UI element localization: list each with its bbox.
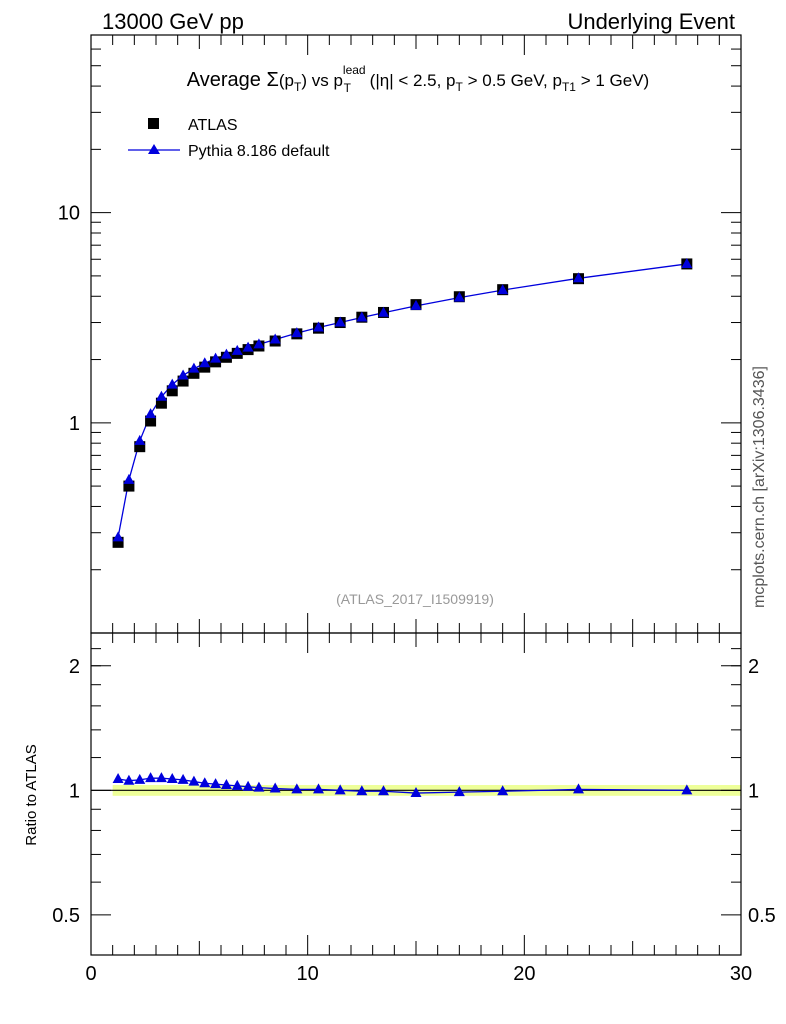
pythia-point bbox=[291, 327, 303, 338]
ratio-pythia-point bbox=[356, 785, 368, 796]
analysis-id: (ATLAS_2017_I1509919) bbox=[336, 591, 494, 607]
pythia-point bbox=[410, 299, 422, 310]
atlas-point bbox=[112, 536, 124, 548]
header-process: Underlying Event bbox=[567, 9, 735, 34]
ratio-pythia-point bbox=[231, 779, 243, 790]
ratio-xtick-label: 10 bbox=[297, 963, 319, 985]
legend-label-atlas: ATLAS bbox=[188, 117, 238, 134]
watermark: mcplots.cern.ch [arXiv:1306.3436] bbox=[751, 366, 768, 608]
pythia-point bbox=[220, 348, 232, 359]
main-panel: 1 10 bbox=[58, 34, 742, 634]
ratio-pythia-point bbox=[681, 784, 693, 795]
pythia-point bbox=[155, 390, 167, 401]
pythia-point bbox=[231, 344, 243, 355]
ratio-ytick-label-left: 1 bbox=[69, 780, 80, 802]
atlas-point bbox=[145, 415, 157, 427]
main-ytick-label: 1 bbox=[69, 413, 80, 435]
pythia-point bbox=[497, 284, 509, 295]
ratio-ytick-label-left: 2 bbox=[69, 656, 80, 678]
pythia-point bbox=[573, 272, 584, 283]
pythia-point bbox=[681, 257, 693, 268]
pythia-point bbox=[177, 369, 189, 380]
atlas-point bbox=[123, 480, 135, 492]
pythia-point bbox=[253, 338, 265, 349]
ratio-ytick-label-right: 0.5 bbox=[748, 905, 776, 927]
ratio-xtick-label: 0 bbox=[85, 963, 96, 985]
pythia-point bbox=[378, 306, 389, 317]
ratio-pythia-point bbox=[497, 785, 509, 796]
ratio-pythia-point bbox=[199, 777, 211, 788]
pythia-point bbox=[269, 333, 281, 344]
ratio-ytick-label-right: 2 bbox=[748, 656, 759, 678]
ratio-pythia-point bbox=[145, 772, 157, 783]
chart-title: Average Σ(pT) vs plead T (|η| < 2.5, pT >… bbox=[187, 63, 649, 95]
ratio-pythia-point bbox=[134, 773, 146, 784]
ratio-pythia-point bbox=[123, 774, 135, 785]
ratio-xtick-label: 20 bbox=[513, 963, 535, 985]
ratio-pythia-point bbox=[291, 783, 303, 794]
ratio-ytick-label-right: 1 bbox=[748, 780, 759, 802]
ratio-pythia-point bbox=[334, 784, 346, 795]
ratio-pythia-point bbox=[220, 779, 232, 790]
ratio-pythia-point bbox=[177, 773, 189, 784]
main-ytick-label: 10 bbox=[58, 203, 80, 225]
ratio-pythia-point bbox=[269, 782, 281, 793]
pythia-point bbox=[166, 378, 178, 389]
pythia-point bbox=[210, 352, 222, 363]
ratio-pythia-point bbox=[378, 785, 389, 796]
ratio-panel: 0.5 0.51 12 20 10 20 30 bbox=[52, 632, 776, 985]
ratio-pythia-point bbox=[112, 773, 124, 784]
atlas-point bbox=[188, 367, 200, 379]
pythia-point bbox=[134, 434, 146, 445]
ratio-ytick-label-left: 0.5 bbox=[52, 905, 80, 927]
atlas-point bbox=[134, 441, 146, 453]
atlas-point bbox=[166, 385, 178, 397]
ratio-pythia-point bbox=[253, 781, 265, 792]
pythia-point bbox=[188, 362, 200, 373]
legend-square-marker bbox=[148, 118, 159, 129]
pythia-point bbox=[199, 357, 211, 368]
legend-triangle-marker bbox=[148, 144, 160, 154]
ratio-pythia-point bbox=[573, 783, 584, 794]
pythia-point bbox=[356, 311, 368, 322]
ratio-pythia-point bbox=[410, 787, 422, 798]
ratio-pythia-point bbox=[453, 786, 465, 797]
pythia-point bbox=[123, 473, 135, 484]
ratio-pythia-point bbox=[242, 780, 254, 791]
atlas-point bbox=[177, 375, 189, 387]
pythia-point bbox=[453, 291, 465, 302]
pythia-point bbox=[313, 321, 324, 332]
atlas-point bbox=[155, 397, 167, 409]
legend: ATLAS Pythia 8.186 default bbox=[128, 117, 330, 160]
ratio-pythia-point bbox=[210, 778, 222, 789]
pythia-point bbox=[112, 531, 124, 542]
ratio-pythia-point bbox=[188, 775, 200, 786]
legend-label-pythia: Pythia 8.186 default bbox=[188, 143, 330, 160]
pythia-point bbox=[334, 316, 346, 327]
ratio-ylabel: Ratio to ATLAS bbox=[23, 744, 40, 845]
header-energy: 13000 GeV pp bbox=[102, 9, 244, 34]
pythia-line bbox=[117, 263, 687, 538]
ratio-pythia-point bbox=[313, 783, 324, 794]
ratio-pythia-point bbox=[166, 773, 178, 784]
pythia-point bbox=[242, 341, 254, 352]
ratio-pythia-point bbox=[155, 772, 167, 783]
ratio-xtick-label: 30 bbox=[730, 963, 752, 985]
pythia-point bbox=[145, 408, 157, 419]
